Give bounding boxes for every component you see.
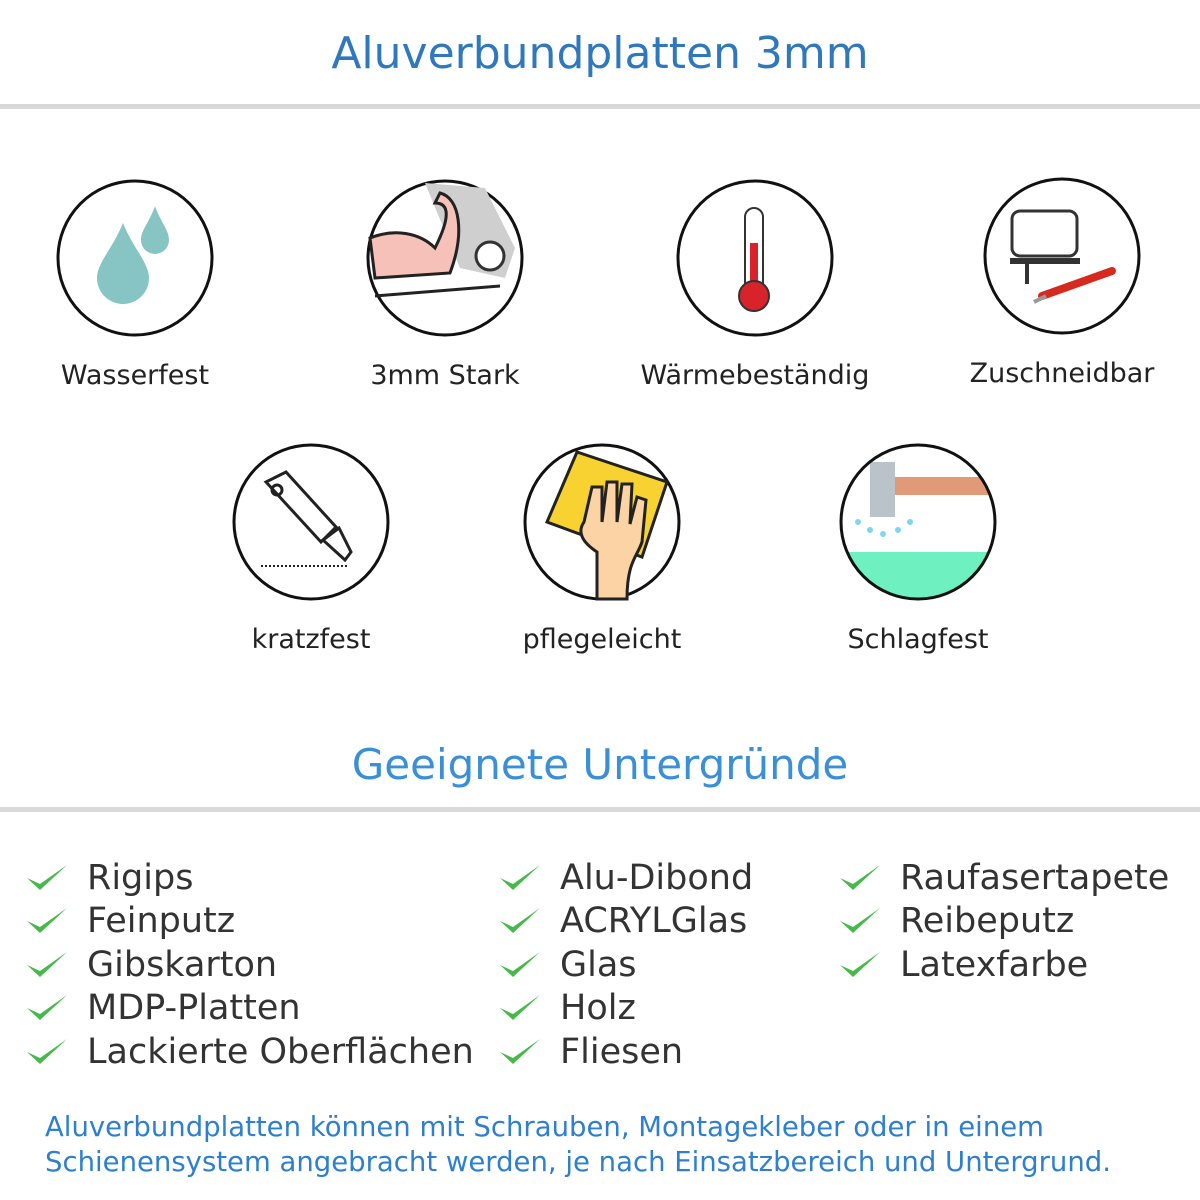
surfaces-heading: Geeignete Untergründe: [351, 740, 849, 789]
divider: [0, 807, 1200, 812]
page-title: Aluverbundplatten 3mm: [331, 28, 869, 79]
feature-wasserfest: Wasserfest: [15, 178, 255, 391]
checkmark-icon: [27, 1038, 67, 1064]
list-item: Holz: [498, 987, 753, 1031]
checkmark-icon: [27, 995, 67, 1021]
feature-zuschneidbar: Zuschneidbar: [942, 176, 1182, 389]
feature-label: 3mm Stark: [370, 360, 520, 391]
checkmark-icon: [27, 864, 67, 890]
feature-label: kratzfest: [251, 624, 371, 655]
list-item: Gibskarton: [25, 943, 474, 987]
checkmark-icon: [500, 864, 540, 890]
feature-label: pflegeleicht: [522, 624, 682, 655]
list-item-label: Feinputz: [87, 901, 236, 942]
footer-note: Aluverbundplatten können mit Schrauben, …: [45, 1110, 1111, 1180]
list-item: Rigips: [25, 856, 474, 900]
checkmark-icon: [27, 951, 67, 977]
feature-waermebestaendig: Wärmebeständig: [635, 178, 875, 391]
checkmark-icon: [500, 995, 540, 1021]
checkmark-icon: [840, 951, 880, 977]
feature-pflegeleicht: pflegeleicht: [482, 442, 722, 655]
list-item-label: Fliesen: [560, 1031, 684, 1072]
list-item: Raufasertapete: [838, 856, 1169, 900]
strong-arm-icon: [366, 179, 524, 337]
cleaning-hand-icon: [523, 443, 681, 601]
list-item: Lackierte Oberflächen: [25, 1030, 474, 1074]
checkmark-icon: [27, 908, 67, 934]
thermometer-icon: [676, 179, 834, 337]
footer-line-2: Schienensystem angebracht werden, je nac…: [45, 1146, 1111, 1178]
surfaces-column-3: Raufasertapete Reibeputz Latexfarbe: [838, 856, 1169, 987]
list-item: Feinputz: [25, 900, 474, 944]
checkmark-icon: [500, 908, 540, 934]
feature-schlagfest: Schlagfest: [798, 442, 1038, 655]
list-item: Latexfarbe: [838, 943, 1169, 987]
list-item-label: Lackierte Oberflächen: [87, 1031, 474, 1072]
list-item-label: Latexfarbe: [900, 944, 1089, 985]
cutter-knife-icon: [232, 443, 390, 601]
list-item: Alu-Dibond: [498, 856, 753, 900]
feature-label: Schlagfest: [847, 624, 989, 655]
list-item-label: Rigips: [87, 857, 194, 898]
water-drops-icon: [56, 179, 214, 337]
list-item-label: Alu-Dibond: [560, 857, 754, 898]
divider: [0, 104, 1200, 109]
list-item: ACRYLGlas: [498, 900, 753, 944]
checkmark-icon: [500, 951, 540, 977]
list-item-label: ACRYLGlas: [560, 901, 748, 942]
surfaces-column-1: Rigips Feinputz Gibskarton MDP-Platten Lacki…: [25, 856, 474, 1074]
list-item-label: Gibskarton: [87, 944, 278, 985]
feature-label: Wärmebeständig: [640, 360, 870, 391]
list-item-label: Holz: [560, 988, 636, 1029]
feature-kratzfest: kratzfest: [191, 442, 431, 655]
feature-3mm-stark: 3mm Stark: [325, 178, 565, 391]
list-item-label: Raufasertapete: [900, 857, 1170, 898]
hammer-icon: [839, 443, 997, 601]
list-item-label: Glas: [560, 944, 637, 985]
checkmark-icon: [840, 864, 880, 890]
checkmark-icon: [500, 1038, 540, 1064]
list-item: Fliesen: [498, 1030, 753, 1074]
checkmark-icon: [840, 908, 880, 934]
list-item-label: Reibeputz: [900, 901, 1075, 942]
surfaces-column-2: Alu-Dibond ACRYLGlas Glas Holz Fliesen: [498, 856, 753, 1074]
feature-label: Zuschneidbar: [969, 358, 1155, 389]
list-item: MDP-Platten: [25, 987, 474, 1031]
footer-line-1: Aluverbundplatten können mit Schrauben, …: [45, 1111, 1044, 1143]
list-item-label: MDP-Platten: [87, 988, 301, 1029]
feature-label: Wasserfest: [60, 360, 210, 391]
list-item: Glas: [498, 943, 753, 987]
list-item: Reibeputz: [838, 900, 1169, 944]
jigsaw-icon: [983, 177, 1141, 335]
